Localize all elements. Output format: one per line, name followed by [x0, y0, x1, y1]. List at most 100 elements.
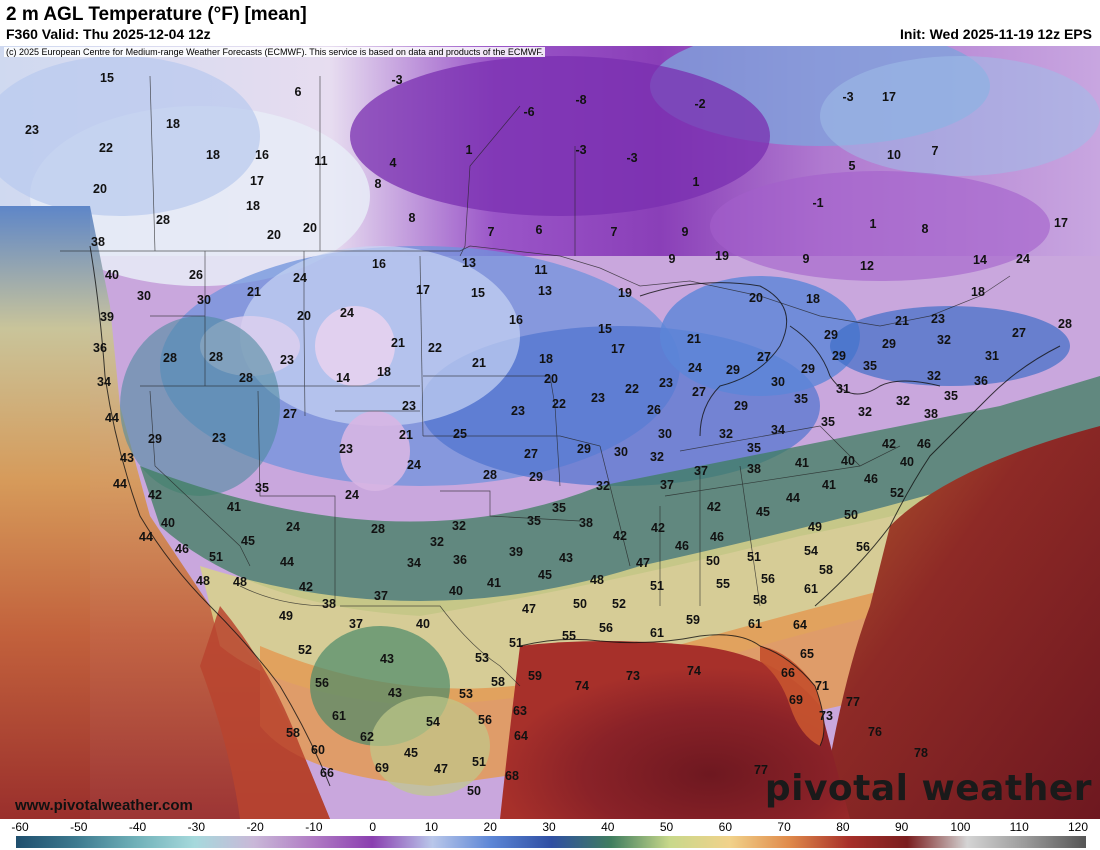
temperature-label: 7 — [932, 144, 939, 158]
colorbar-tick: -40 — [128, 820, 147, 834]
temperature-label: 69 — [789, 693, 803, 707]
temperature-label: 46 — [864, 472, 878, 486]
temperature-label: 53 — [475, 651, 489, 665]
temperature-label: 43 — [559, 551, 573, 565]
temperature-label: 32 — [927, 369, 941, 383]
temperature-label: 35 — [794, 392, 808, 406]
temperature-label: 29 — [832, 349, 846, 363]
temperature-label: 25 — [453, 427, 467, 441]
temperature-label: 31 — [836, 382, 850, 396]
temperature-label: 42 — [882, 437, 896, 451]
temperature-label: 18 — [377, 365, 391, 379]
temperature-label: 32 — [858, 405, 872, 419]
temperature-label: 30 — [658, 427, 672, 441]
temperature-label: 42 — [651, 521, 665, 535]
temperature-label: -3 — [391, 73, 402, 87]
temperature-label: 29 — [529, 470, 543, 484]
temperature-label: 34 — [407, 556, 421, 570]
temperature-label: 38 — [322, 597, 336, 611]
temperature-label: 18 — [206, 148, 220, 162]
temperature-label: 8 — [375, 177, 382, 191]
temperature-label: 18 — [806, 292, 820, 306]
temperature-label: 38 — [91, 235, 105, 249]
temperature-label: 29 — [577, 442, 591, 456]
temperature-label: 29 — [824, 328, 838, 342]
chart-header: 2 m AGL Temperature (°F) [mean] F360 Val… — [0, 0, 1100, 46]
temperature-label: 69 — [375, 761, 389, 775]
temperature-label: 34 — [97, 375, 111, 389]
temperature-label: 42 — [707, 500, 721, 514]
temperature-label: 66 — [781, 666, 795, 680]
temperature-label: 47 — [434, 762, 448, 776]
temperature-label: 30 — [771, 375, 785, 389]
temperature-label: 1 — [693, 175, 700, 189]
temperature-label: 32 — [937, 333, 951, 347]
temperature-label: 19 — [618, 286, 632, 300]
temperature-label: 37 — [349, 617, 363, 631]
temperature-label: 39 — [509, 545, 523, 559]
temperature-label: 22 — [625, 382, 639, 396]
temperature-label: 40 — [841, 454, 855, 468]
temperature-label: -3 — [575, 143, 586, 157]
temperature-label: 42 — [613, 529, 627, 543]
temperature-label: 64 — [514, 729, 528, 743]
temperature-label: 17 — [416, 283, 430, 297]
temperature-label: 35 — [552, 501, 566, 515]
temperature-label: 26 — [189, 268, 203, 282]
temperature-label: 52 — [612, 597, 626, 611]
temperature-label: 19 — [715, 249, 729, 263]
copyright-notice: (c) 2025 European Centre for Medium-rang… — [4, 47, 546, 57]
temperature-map: 15 6 -3 -8 -2 -3 17 23 18 -6 1 -3 -3 22 18 16 11 4 5 10 7 20 1… — [0, 46, 1100, 819]
temperature-label: 26 — [647, 403, 661, 417]
temperature-label: 5 — [849, 159, 856, 173]
temperature-label: 37 — [374, 589, 388, 603]
temperature-label: 61 — [332, 709, 346, 723]
temperature-label: 51 — [747, 550, 761, 564]
temperature-label: 20 — [267, 228, 281, 242]
temperature-label: 11 — [314, 154, 327, 168]
temperature-label: 50 — [844, 508, 858, 522]
temperature-label: 9 — [803, 252, 810, 266]
temperature-label: 76 — [868, 725, 882, 739]
temperature-label: 8 — [409, 211, 416, 225]
temperature-label: 22 — [428, 341, 442, 355]
temperature-label: 55 — [716, 577, 730, 591]
colorbar-tick: 110 — [1009, 820, 1029, 834]
temperature-label: 36 — [453, 553, 467, 567]
temperature-label: 68 — [505, 769, 519, 783]
temperature-label: 17 — [882, 90, 896, 104]
temperature-label: 29 — [882, 337, 896, 351]
temperature-label: 46 — [917, 437, 931, 451]
temperature-label: 55 — [562, 629, 576, 643]
temperature-label: 48 — [233, 575, 247, 589]
temperature-label: 23 — [659, 376, 673, 390]
colorbar-tick: 70 — [777, 820, 791, 834]
temperature-label: 52 — [890, 486, 904, 500]
temperature-label: 23 — [25, 123, 39, 137]
temperature-label: 22 — [99, 141, 113, 155]
temperature-label: 38 — [924, 407, 938, 421]
temperature-label: 29 — [801, 362, 815, 376]
temperature-label: 51 — [650, 579, 664, 593]
temperature-label: 54 — [804, 544, 818, 558]
temperature-label: 35 — [944, 389, 958, 403]
colorbar-tick: -10 — [305, 820, 323, 834]
temperature-label: 16 — [509, 313, 523, 327]
temperature-label: 37 — [660, 478, 674, 492]
temperature-label: 41 — [795, 456, 809, 470]
temperature-label: 36 — [974, 374, 988, 388]
temperature-label: 54 — [426, 715, 440, 729]
temperature-label: 29 — [726, 363, 740, 377]
temperature-label: 29 — [148, 432, 162, 446]
temperature-label: 18 — [539, 352, 553, 366]
temperature-label: 23 — [280, 353, 294, 367]
temperature-label: 44 — [105, 411, 119, 425]
temperature-label: 56 — [599, 621, 613, 635]
temperature-label: 77 — [754, 763, 768, 777]
temperature-label: 18 — [246, 199, 260, 213]
temperature-label: -3 — [626, 151, 637, 165]
colorbar-tick-labels: -60 -50 -40 -30 -20 -10 0 10 20 30 40 50 60 70 80 90 100… — [0, 819, 1100, 835]
colorbar-tick: 30 — [542, 820, 556, 834]
temperature-label: 42 — [299, 580, 313, 594]
